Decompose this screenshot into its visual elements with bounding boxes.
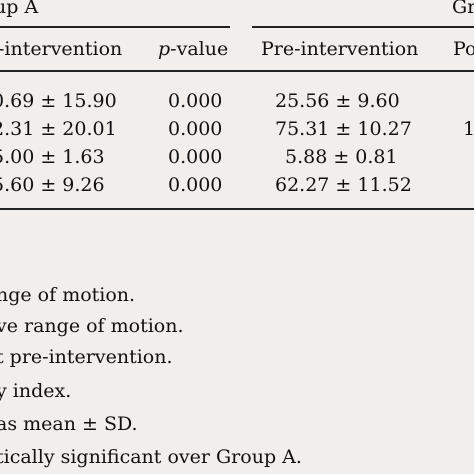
cell-pre-b-row4: 62.27 ± 11.52 — [275, 174, 412, 196]
bottom-rule — [0, 208, 474, 210]
cell-post-a-row4: 5.60 ± 9.26 — [0, 174, 105, 196]
cell-post-a-row3: 5.00 ± 1.63 — [0, 146, 105, 168]
group-a-rule — [0, 26, 230, 28]
footnote-2: ve range of motion. — [0, 315, 184, 337]
col-header-post-b: Po — [453, 38, 474, 60]
footnote-1: nge of motion. — [0, 284, 136, 306]
cell-post-b-row2: 1 — [463, 118, 474, 140]
cell-pre-b-row3: 5.88 ± 0.81 — [285, 146, 398, 168]
col-header-pre-b: Pre-intervention — [261, 38, 419, 60]
footnote-3: t pre-intervention. — [0, 346, 173, 368]
group-b-header: Gr — [452, 0, 474, 18]
footnote-5: as mean ± SD. — [0, 413, 138, 435]
group-a-header: up A — [0, 0, 39, 18]
col-header-pvalue-a: p-value — [158, 38, 229, 60]
cell-post-a-row1: 0.69 ± 15.90 — [0, 90, 117, 112]
cell-p-a-row1: 0.000 — [168, 90, 223, 112]
cell-pre-b-row2: 75.31 ± 10.27 — [275, 118, 412, 140]
footnote-6: tically significant over Group A. — [0, 446, 302, 468]
cell-p-a-row2: 0.000 — [168, 118, 223, 140]
header-rule — [0, 70, 474, 72]
footnote-4: y index. — [0, 380, 72, 402]
cell-p-a-row3: 0.000 — [168, 146, 223, 168]
cell-post-a-row2: 2.31 ± 20.01 — [0, 118, 117, 140]
cell-p-a-row4: 0.000 — [168, 174, 223, 196]
group-b-rule — [252, 26, 474, 28]
col-header-post-a: -intervention — [0, 38, 123, 60]
cell-pre-b-row1: 25.56 ± 9.60 — [275, 90, 400, 112]
